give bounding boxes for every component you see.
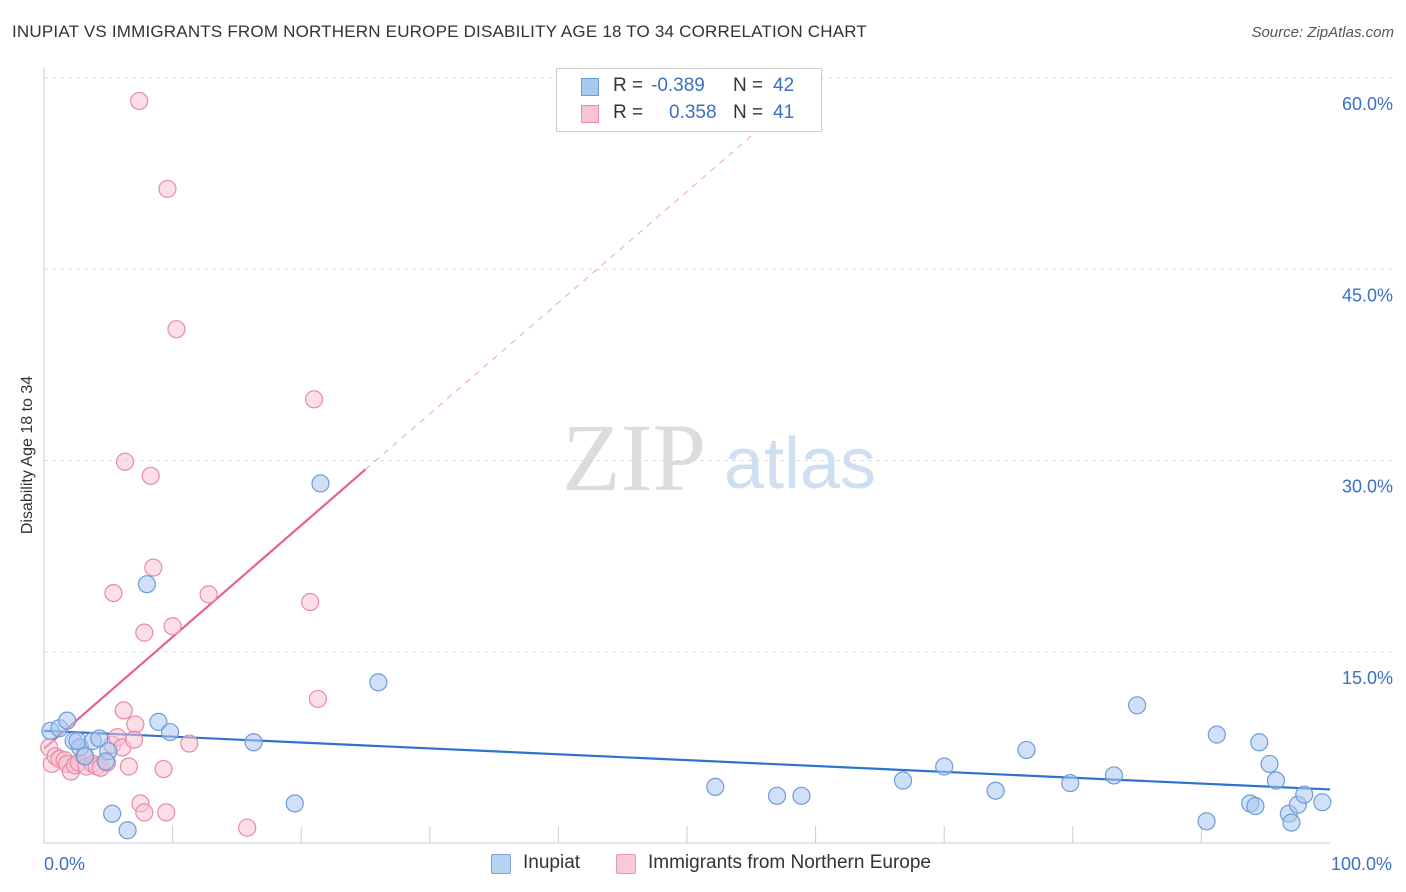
northern-europe-point [154, 759, 173, 779]
y-tick-label: 60.0% [1342, 94, 1393, 114]
inupiat-point [137, 575, 156, 594]
y-tick-label: 15.0% [1342, 668, 1393, 688]
northern-europe-point [141, 466, 160, 485]
inupiat-point [1197, 812, 1216, 831]
series-legend: Inupiat Immigrants from Northern Europe [0, 850, 1406, 878]
northern-europe-trend-line [43, 468, 367, 750]
legend-n-label: N = [733, 75, 764, 96]
inupiat-point [90, 729, 109, 748]
series-swatch-northern-europe [616, 854, 636, 874]
northern-europe-point [304, 390, 324, 409]
y-tick-label: 30.0% [1342, 477, 1393, 497]
legend-n-label: N = [733, 102, 764, 123]
northern-europe-point [114, 701, 133, 720]
inupiat-point [935, 757, 954, 776]
correlation-legend: R = -0.389 N = 42 R = 0.358 N = 41 [556, 68, 822, 132]
inupiat-point [1207, 725, 1226, 744]
northern-europe-point [301, 592, 320, 612]
legend-r-value: -0.389 [651, 75, 705, 96]
inupiat-point [68, 731, 87, 751]
tick-labels: 15.0% 30.0% 45.0% 60.0% 0.0% 100.0% [44, 94, 1393, 874]
y-tick-label: 45.0% [1342, 285, 1393, 305]
inupiat-point [58, 711, 77, 730]
series-label-inupiat: Inupiat [523, 852, 581, 873]
inupiat-point [1246, 796, 1265, 816]
legend-r-label: R = [613, 75, 644, 96]
inupiat-point [369, 673, 388, 692]
inupiat-point [767, 786, 787, 805]
northern-europe-point [130, 91, 149, 111]
data-points [40, 91, 1332, 840]
x-tick-label: 100.0% [1331, 854, 1392, 874]
inupiat-point [1061, 773, 1080, 793]
northern-europe-point [104, 583, 123, 603]
legend-n-value: 41 [773, 102, 795, 123]
inupiat-point [792, 786, 811, 805]
northern-europe-point [163, 617, 182, 636]
inupiat-point [160, 722, 180, 742]
legend-r-label: R = [613, 102, 644, 123]
legend-swatch-northern-europe [581, 105, 599, 123]
inupiat-point [244, 733, 263, 752]
legend-r-value: 0.358 [669, 102, 717, 123]
northern-europe-point [238, 818, 257, 837]
northern-europe-point [199, 585, 218, 604]
inupiat-point [893, 771, 913, 790]
northern-europe-point [167, 320, 186, 339]
inupiat-point [986, 781, 1005, 800]
inupiat-point [1295, 785, 1314, 804]
inupiat-point [1017, 740, 1036, 760]
watermark-atlas: atlas [724, 424, 876, 504]
northern-europe-point [135, 623, 154, 642]
inupiat-point [1266, 771, 1286, 790]
inupiat-point [96, 752, 115, 771]
northern-europe-point [308, 689, 328, 709]
northern-europe-point [126, 715, 145, 734]
inupiat-point [1104, 766, 1124, 785]
northern-europe-point [124, 730, 144, 749]
inupiat-point [118, 821, 137, 840]
legend-n-value: 42 [773, 75, 795, 96]
series-swatch-inupiat [491, 854, 511, 874]
inupiat-trend-line [43, 729, 1331, 791]
inupiat-point [149, 712, 168, 731]
northern-europe-point [144, 558, 163, 577]
inupiat-point [103, 804, 122, 823]
inupiat-point [311, 474, 330, 493]
series-label-northern-europe: Immigrants from Northern Europe [648, 852, 931, 873]
x-tick-label: 0.0% [44, 854, 85, 874]
northern-europe-point [115, 452, 135, 471]
inupiat-point [76, 747, 95, 766]
northern-europe-point [135, 803, 154, 822]
inupiat-point [285, 794, 304, 813]
axes [43, 68, 1330, 844]
chart-title: INUPIAT VS IMMIGRANTS FROM NORTHERN EURO… [12, 22, 868, 41]
grid-lines [44, 77, 1392, 653]
northern-europe-point [119, 757, 138, 776]
legend-swatch-inupiat [581, 78, 599, 96]
northern-europe-point [158, 179, 177, 199]
chart-source: Source: ZipAtlas.com [1251, 24, 1394, 41]
y-axis-label: Disability Age 18 to 34 [19, 375, 36, 535]
inupiat-point [1127, 696, 1147, 715]
inupiat-point [1260, 754, 1279, 774]
northern-europe-point [157, 803, 176, 822]
inupiat-point [706, 777, 725, 797]
watermark: ZIP atlas [562, 404, 876, 511]
inupiat-point [1250, 733, 1269, 752]
inupiat-point [1282, 813, 1301, 832]
inupiat-point [1313, 793, 1332, 812]
watermark-zip: ZIP [562, 404, 706, 511]
northern-europe-point [180, 734, 199, 753]
